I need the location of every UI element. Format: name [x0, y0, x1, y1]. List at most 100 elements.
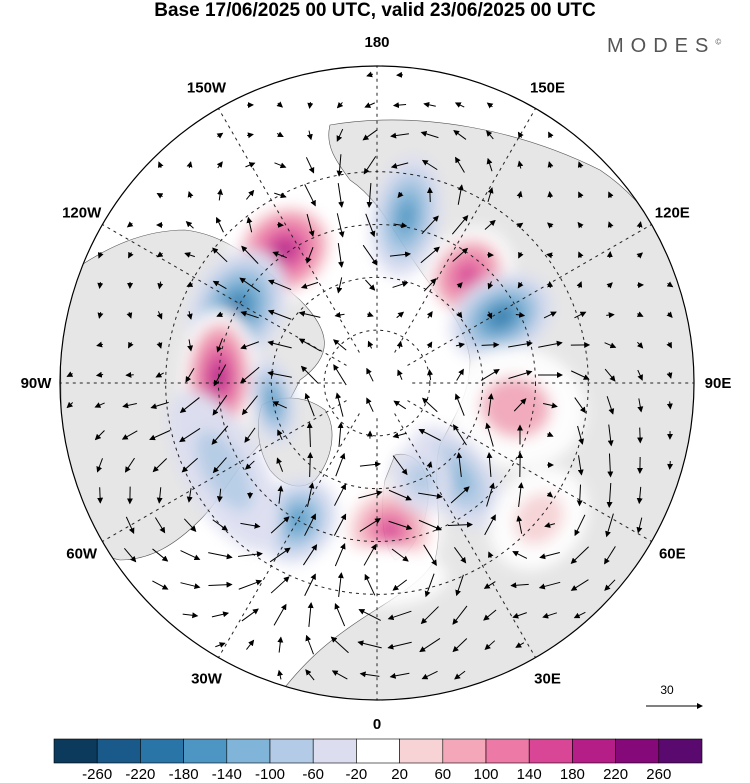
wind-arrow — [455, 342, 466, 349]
longitude-label: 60E — [659, 546, 686, 563]
wind-arrow — [300, 365, 319, 384]
wind-arrow — [240, 366, 260, 384]
wind-arrow — [517, 160, 524, 169]
wind-arrow — [516, 190, 523, 199]
wind-arrow — [396, 340, 403, 349]
wind-arrow — [152, 580, 169, 590]
wind-arrow — [183, 518, 197, 532]
wind-arrow — [212, 519, 229, 531]
wind-arrow — [180, 582, 201, 590]
wind-arrow — [270, 576, 290, 594]
wind-arrow — [577, 425, 585, 445]
wind-arrow — [423, 278, 437, 292]
wind-arrow — [546, 431, 554, 437]
wind-arrow — [542, 612, 558, 619]
wind-arrow — [246, 216, 253, 233]
wind-arrow — [298, 338, 321, 352]
wind-arrow — [364, 102, 375, 108]
anomaly-blob — [379, 520, 401, 541]
wind-arrow — [516, 222, 524, 229]
wind-arrow — [454, 670, 466, 680]
wind-arrow — [185, 367, 195, 383]
wind-arrow — [211, 611, 230, 618]
wind-arrow — [577, 455, 584, 476]
wind-arrow — [538, 581, 561, 590]
wind-arrow — [304, 392, 315, 417]
wind-arrow — [244, 460, 255, 470]
wind-arrow — [510, 582, 529, 589]
wind-arrow — [420, 246, 440, 264]
wind-arrow — [576, 281, 583, 289]
wind-arrow — [156, 251, 164, 258]
wind-arrow — [267, 309, 292, 320]
wind-arrow — [238, 551, 263, 558]
wind-arrow — [456, 311, 463, 319]
wind-arrow — [216, 161, 223, 169]
colorbar-label: -180 — [169, 766, 199, 783]
wind-arrow — [447, 521, 473, 528]
wind-arrow — [186, 311, 193, 320]
colorbar-swatch — [53, 738, 98, 764]
wind-arrow — [570, 546, 589, 564]
wind-arrow — [358, 609, 381, 621]
wind-arrow — [277, 485, 284, 504]
longitude-label: 120W — [62, 205, 102, 222]
wind-arrow — [181, 457, 198, 473]
wind-arrow — [212, 280, 227, 290]
wind-arrow — [216, 488, 223, 503]
wind-arrow — [186, 161, 193, 169]
wind-arrow — [155, 371, 164, 378]
wind-arrow — [604, 579, 616, 591]
wind-arrow — [269, 547, 291, 563]
wind-arrow — [336, 213, 345, 238]
chart-title: Base 17/06/2025 00 UTC, valid 23/06/2025… — [154, 0, 596, 21]
wind-arrow — [303, 544, 318, 566]
wind-arrow — [246, 189, 255, 200]
wind-arrow — [570, 579, 589, 591]
wind-arrow — [421, 215, 439, 235]
wind-arrow — [481, 341, 500, 348]
wind-arrow — [636, 311, 644, 317]
wind-arrow — [216, 311, 224, 317]
wind-arrow — [277, 636, 284, 653]
wind-arrow — [307, 602, 314, 627]
wind-arrow — [388, 520, 413, 531]
wind-arrow — [487, 281, 494, 290]
wind-arrow — [182, 612, 199, 619]
wind-arrow — [576, 484, 583, 507]
meridian-line — [394, 108, 536, 353]
wind-arrow — [486, 102, 494, 109]
wind-arrow — [508, 340, 533, 348]
wind-arrow — [126, 311, 133, 319]
wind-arrow — [606, 396, 615, 415]
wind-arrow — [337, 183, 345, 208]
wind-arrow — [157, 161, 164, 168]
wind-arrow — [608, 191, 614, 199]
wind-arrow — [547, 191, 554, 199]
wind-arrow — [387, 641, 412, 650]
wind-arrow — [215, 216, 224, 233]
wind-arrow — [337, 422, 344, 447]
wind-arrow — [454, 393, 465, 416]
wind-arrow — [335, 392, 344, 417]
wind-arrow — [239, 277, 261, 293]
wind-arrow — [96, 341, 104, 348]
wind-arrow — [508, 370, 533, 379]
wind-arrow — [246, 132, 254, 139]
colorbar-label: 260 — [646, 766, 671, 783]
wind-arrow — [305, 247, 314, 264]
wind-arrow — [267, 370, 292, 378]
meridian-line — [394, 413, 536, 658]
wind-arrow — [666, 371, 673, 379]
wind-arrow — [390, 162, 409, 169]
latitude-circle — [323, 329, 431, 437]
wind-arrow — [426, 311, 433, 319]
wind-arrow — [123, 548, 137, 563]
colorbar-swatch — [269, 738, 314, 764]
wind-arrow — [336, 128, 344, 142]
wind-arrow — [336, 101, 344, 109]
colorbar-label: -100 — [255, 766, 285, 783]
wind-arrow — [570, 370, 590, 380]
wind-arrow — [366, 71, 374, 78]
wind-arrow — [305, 634, 314, 655]
